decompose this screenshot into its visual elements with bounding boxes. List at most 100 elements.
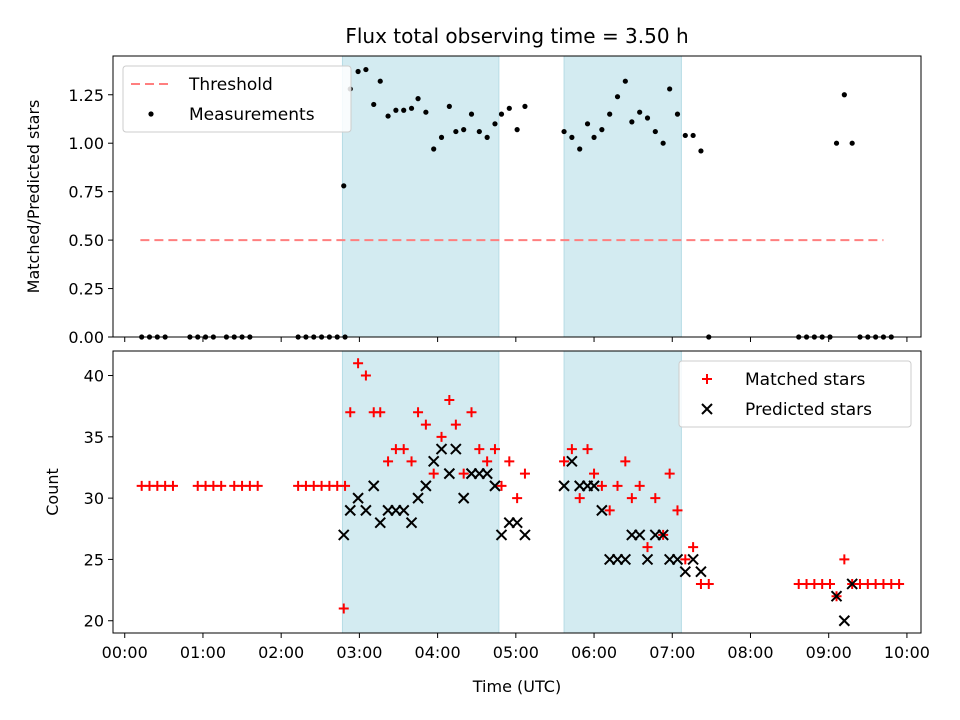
y-tick-label: 35 xyxy=(84,428,104,447)
measurement-point xyxy=(341,183,347,189)
measurement-point xyxy=(614,94,621,100)
matched-point xyxy=(664,468,675,479)
x-tick-label: 10:00 xyxy=(884,643,930,662)
x-tick-label: 05:00 xyxy=(493,643,539,662)
measurement-point xyxy=(385,113,391,119)
measurement-point xyxy=(622,78,628,84)
measurement-point xyxy=(393,107,399,113)
measurement-point xyxy=(492,121,498,127)
matched-point xyxy=(825,578,836,589)
predicted-point xyxy=(619,553,632,566)
matched-point xyxy=(345,407,356,418)
matched-point xyxy=(489,444,500,455)
predicted-point xyxy=(687,553,699,566)
predicted-point xyxy=(398,504,410,517)
matched-point xyxy=(680,554,691,565)
matched-point xyxy=(688,542,699,553)
measurement-point xyxy=(438,134,445,140)
y-tick-label: 0.75 xyxy=(68,183,104,202)
x-tick-label: 00:00 xyxy=(102,643,148,662)
measurement-point xyxy=(522,103,528,109)
predicted-point xyxy=(519,529,531,541)
predicted-point xyxy=(427,455,440,468)
legend-label: Matched stars xyxy=(745,370,865,390)
y-axis-label: Matched/Predicted stars xyxy=(24,100,43,294)
matched-point xyxy=(604,505,615,516)
predicted-point xyxy=(641,553,654,566)
matched-point xyxy=(252,480,263,491)
measurement-point xyxy=(698,148,704,154)
y-tick-label: 20 xyxy=(84,612,104,631)
shaded-span-0 xyxy=(341,55,500,338)
legend: Matched stars Predicted stars xyxy=(678,360,912,428)
predicted-point xyxy=(360,504,372,517)
matched-point xyxy=(406,456,417,467)
y-tick-label: 1.25 xyxy=(68,86,104,105)
matched-point xyxy=(167,480,178,491)
series-matched-stars xyxy=(136,358,905,614)
top-panel: 0.00 0.25 0.50 0.75 1.00 1.25 Matched/Predicte… xyxy=(24,55,922,347)
measurement-point xyxy=(423,109,429,115)
predicted-point xyxy=(344,504,356,517)
measurement-point xyxy=(514,127,520,133)
legend-item: Matched stars xyxy=(702,370,865,390)
matched-point xyxy=(474,444,485,455)
predicted-point xyxy=(657,529,669,541)
measurement-point xyxy=(682,132,688,139)
predicted-point xyxy=(679,565,692,578)
legend-label: Threshold xyxy=(188,75,273,95)
predicted-point xyxy=(838,615,851,627)
predicted-point xyxy=(566,455,578,468)
predicted-point xyxy=(412,492,424,504)
predicted-point xyxy=(846,578,858,590)
x-tick-label: 02:00 xyxy=(258,643,304,662)
matched-point xyxy=(589,468,600,479)
shaded-span-0 xyxy=(341,350,500,634)
matched-point xyxy=(703,578,714,589)
matched-point xyxy=(360,370,371,381)
y-tick-label: 0.50 xyxy=(68,231,104,250)
measurement-point xyxy=(461,127,467,133)
predicted-point xyxy=(338,529,350,541)
measurement-point xyxy=(577,146,583,152)
legend-swatch xyxy=(701,403,713,415)
measurement-point xyxy=(637,109,643,115)
x-tick-label: 04:00 xyxy=(415,643,461,662)
predicted-point xyxy=(450,443,462,455)
x-tick-label: 07:00 xyxy=(649,643,695,662)
matched-point xyxy=(512,493,523,504)
predicted-point xyxy=(830,590,843,602)
measurement-point xyxy=(561,128,567,135)
measurement-point xyxy=(408,105,415,111)
measurement-point xyxy=(599,127,605,133)
matched-point xyxy=(612,480,623,491)
matched-point xyxy=(626,493,637,504)
axes-frame xyxy=(112,350,922,634)
x-tick-label: 08:00 xyxy=(727,643,773,662)
measurement-point xyxy=(644,115,651,121)
matched-point xyxy=(458,468,469,479)
matched-point xyxy=(566,444,577,455)
matched-point xyxy=(894,578,905,589)
matched-point xyxy=(338,603,349,614)
measurement-point xyxy=(446,103,452,109)
measurement-point xyxy=(484,134,490,140)
measurement-point xyxy=(690,132,696,139)
predicted-point xyxy=(633,529,646,541)
measurement-point xyxy=(415,96,421,102)
matched-point xyxy=(504,456,515,467)
matched-point xyxy=(413,407,424,418)
measurement-point xyxy=(363,66,369,73)
matched-point xyxy=(559,456,570,467)
predicted-point xyxy=(489,480,501,492)
matched-point xyxy=(482,456,493,467)
legend-label: Predicted stars xyxy=(745,400,872,420)
x-axis-label: Time (UTC) xyxy=(472,677,561,696)
matched-point xyxy=(444,395,455,406)
y-tick-label: 25 xyxy=(84,550,104,569)
matched-point xyxy=(596,480,607,491)
measurement-point xyxy=(584,121,591,127)
shaded-span-1 xyxy=(563,55,682,338)
matched-point xyxy=(574,493,585,504)
